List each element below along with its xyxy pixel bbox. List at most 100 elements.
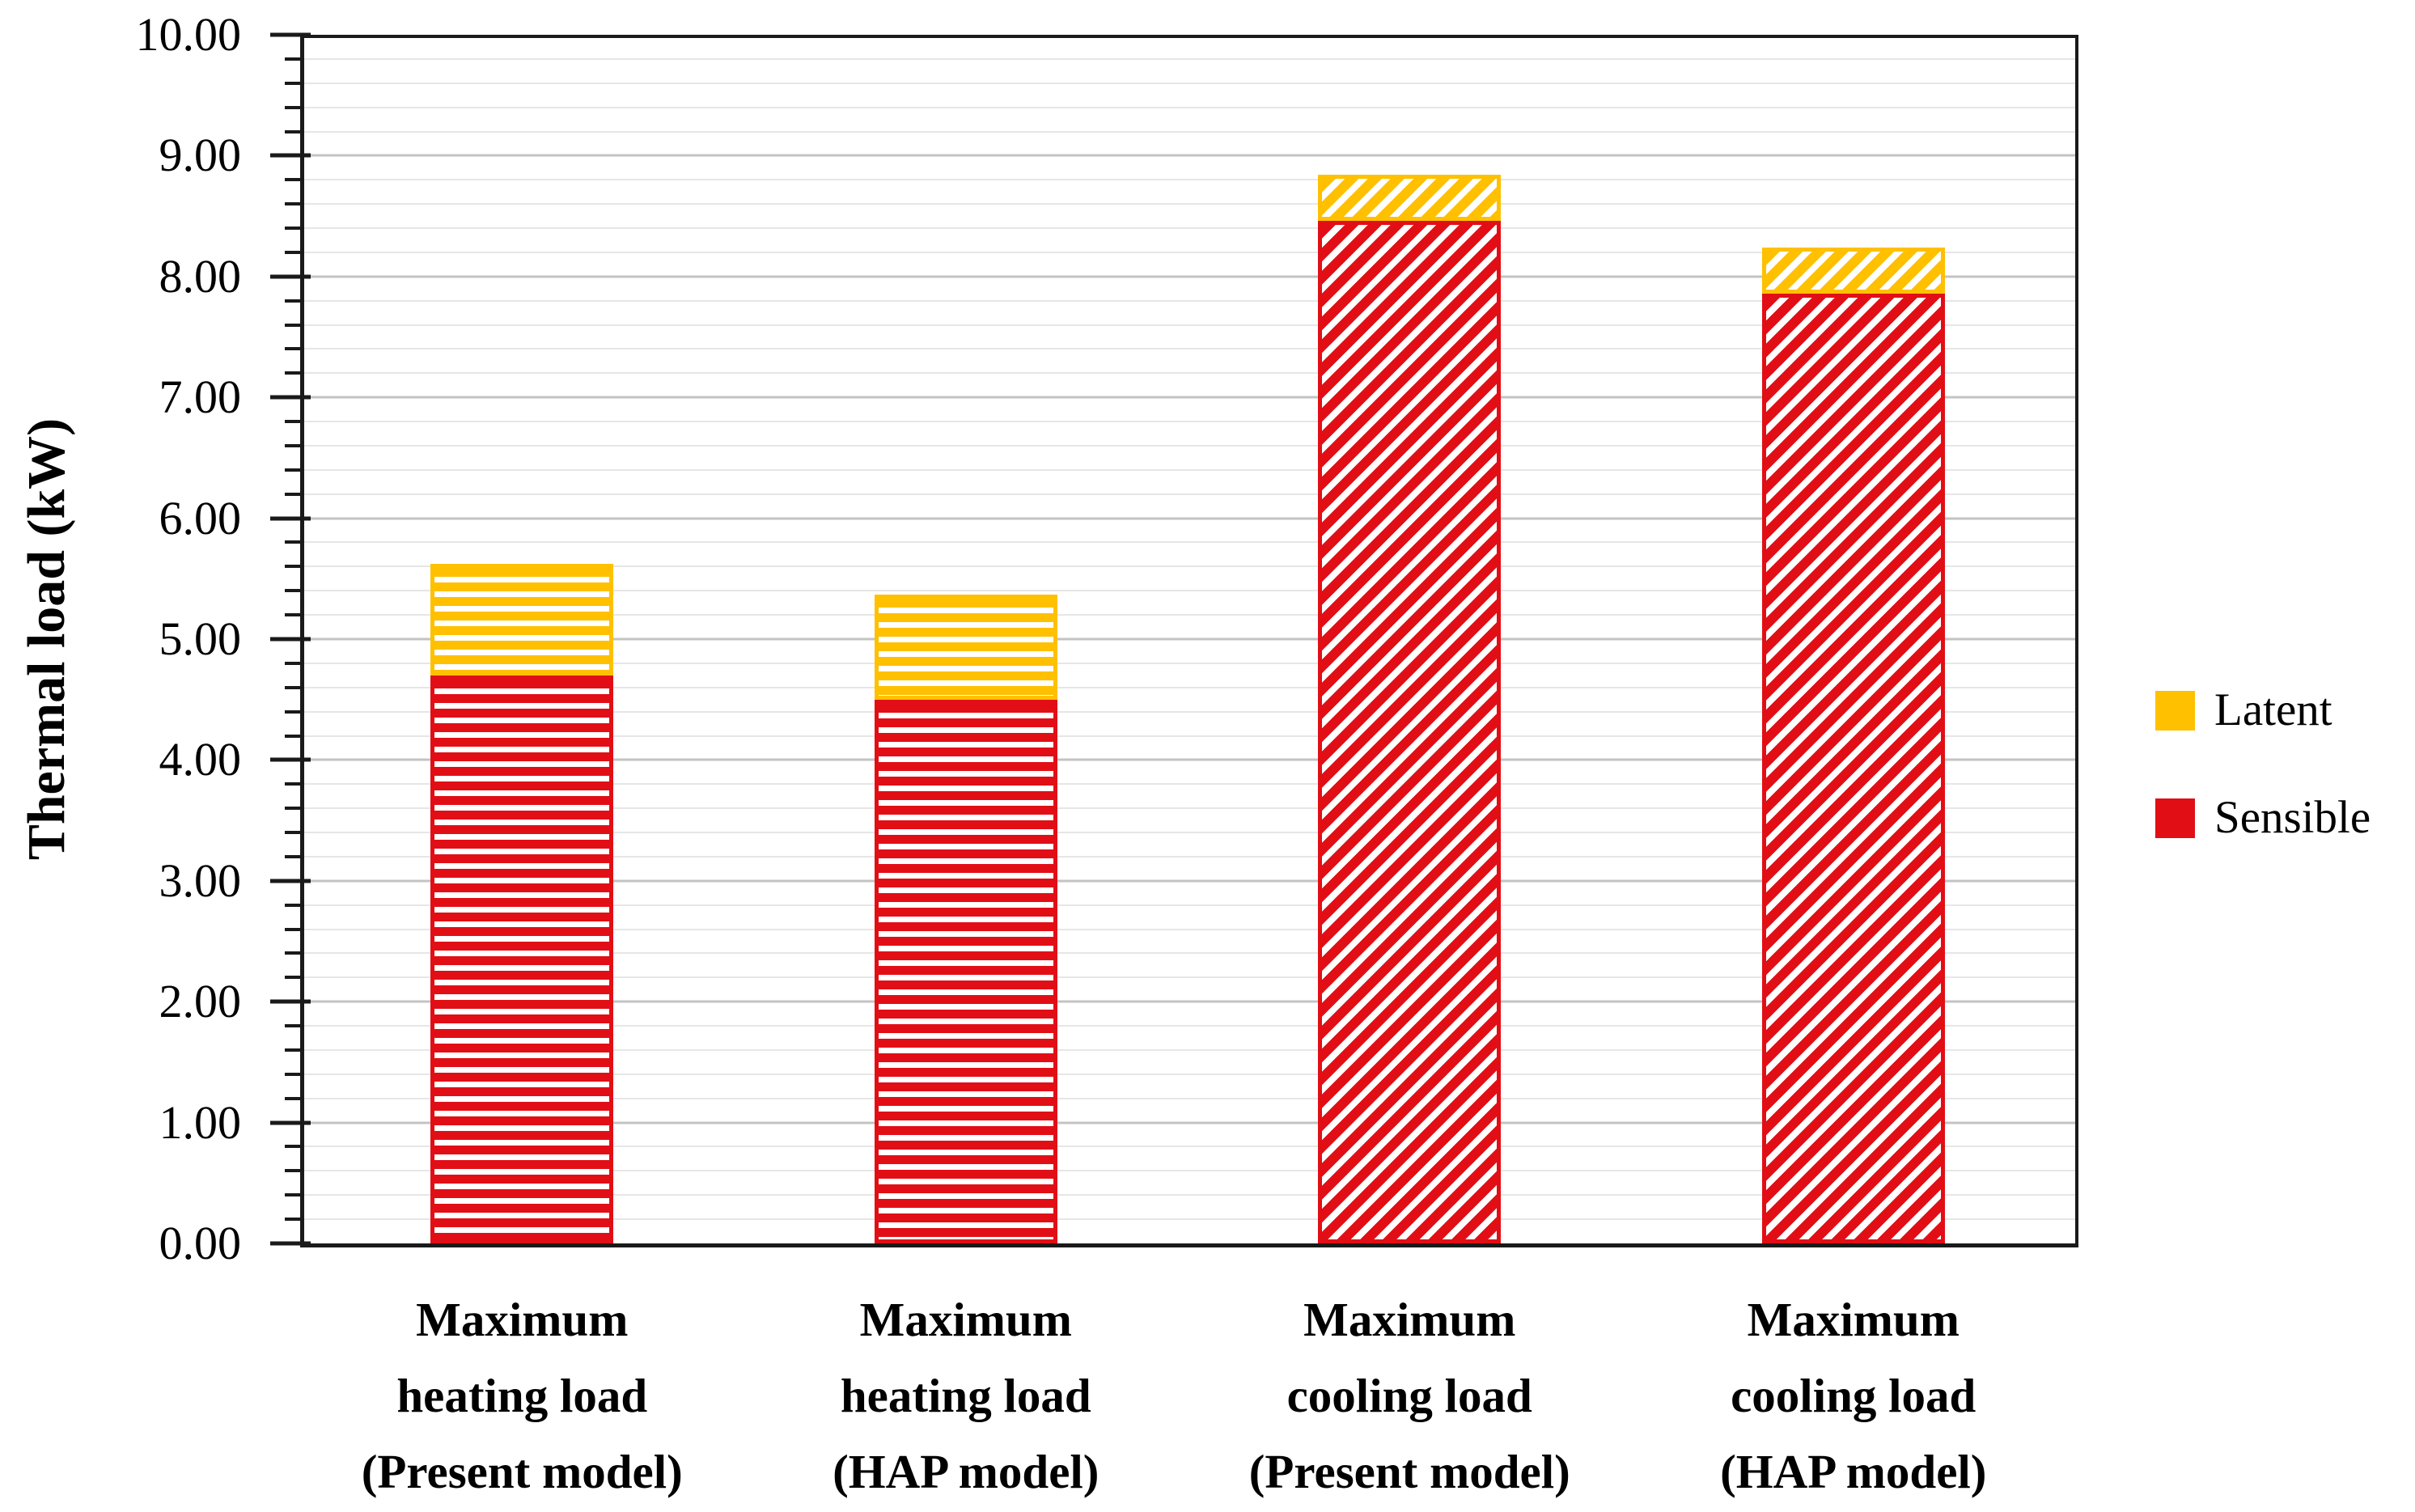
minor-gridline — [300, 348, 2075, 350]
bar-3-latent-segment — [1318, 175, 1502, 222]
y-minor-tick — [285, 1048, 302, 1052]
y-minor-tick — [285, 105, 302, 109]
minor-gridline — [300, 904, 2075, 906]
major-gridline — [300, 517, 2075, 520]
x-category-label: Maximum cooling load (HAP model) — [1720, 1293, 1987, 1498]
y-minor-tick — [285, 299, 302, 303]
minor-gridline — [300, 421, 2075, 423]
y-minor-tick — [285, 709, 302, 714]
major-gridline — [300, 275, 2075, 278]
minor-gridline — [300, 855, 2075, 858]
legend-label: Sensible — [2214, 792, 2371, 843]
y-minor-tick — [285, 250, 302, 254]
y-minor-tick — [285, 589, 302, 593]
y-minor-tick — [285, 468, 302, 472]
minor-gridline — [300, 1025, 2075, 1027]
minor-gridline — [300, 324, 2075, 326]
x-category-label: Maximum heating load (HAP model) — [833, 1293, 1099, 1498]
plot-border-top — [300, 35, 2078, 38]
minor-gridline — [300, 493, 2075, 495]
minor-gridline — [300, 179, 2075, 181]
minor-gridline — [300, 1097, 2075, 1099]
y-minor-tick — [285, 347, 302, 351]
y-minor-tick — [285, 129, 302, 133]
y-minor-tick — [285, 57, 302, 61]
minor-gridline — [300, 735, 2075, 737]
minor-gridline — [300, 251, 2075, 253]
y-tick-label: 6.00 — [159, 491, 242, 544]
y-tick-label: 3.00 — [159, 853, 242, 907]
y-minor-tick — [285, 323, 302, 327]
major-gridline — [300, 758, 2075, 761]
minor-gridline — [300, 1194, 2075, 1196]
y-tick-label: 10.00 — [135, 8, 242, 61]
major-gridline — [300, 1121, 2075, 1124]
y-major-tick — [270, 1120, 311, 1125]
x-category-label: Maximum cooling load (Present model) — [1248, 1293, 1570, 1498]
y-minor-tick — [285, 565, 302, 569]
y-minor-tick — [285, 420, 302, 424]
bar-1-latent-segment — [430, 564, 614, 676]
minor-gridline — [300, 662, 2075, 664]
y-major-tick — [270, 153, 311, 158]
y-major-tick — [270, 637, 311, 642]
x-axis-line — [300, 1243, 2078, 1247]
y-major-tick — [270, 32, 311, 37]
minor-gridline — [300, 444, 2075, 447]
major-gridline — [300, 879, 2075, 883]
minor-gridline — [300, 299, 2075, 302]
y-tick-label: 5.00 — [159, 612, 242, 665]
major-gridline — [300, 1000, 2075, 1003]
minor-gridline — [300, 203, 2075, 205]
y-minor-tick — [285, 1096, 302, 1100]
y-tick-label: 2.00 — [159, 975, 242, 1028]
y-major-tick — [270, 274, 311, 279]
y-tick-label: 4.00 — [159, 733, 242, 786]
y-major-tick — [270, 1241, 311, 1246]
bar-2-sensible-segment — [874, 699, 1057, 1243]
y-minor-tick — [285, 1024, 302, 1028]
bar-4-latent-segment — [1761, 247, 1945, 294]
minor-gridline — [300, 1170, 2075, 1172]
y-major-tick — [270, 395, 311, 400]
y-minor-tick — [285, 854, 302, 858]
minor-gridline — [300, 1146, 2075, 1148]
latent-swatch — [2155, 690, 2195, 731]
minor-gridline — [300, 541, 2075, 544]
minor-gridline — [300, 686, 2075, 688]
y-major-tick — [270, 516, 311, 521]
y-tick-label: 9.00 — [159, 129, 242, 182]
minor-gridline — [300, 227, 2075, 230]
legend-label: Latent — [2214, 684, 2332, 735]
y-tick-label: 8.00 — [159, 249, 242, 303]
minor-gridline — [300, 952, 2075, 955]
x-category-label: Maximum heating load (Present model) — [361, 1293, 683, 1498]
y-minor-tick — [285, 734, 302, 738]
y-minor-tick — [285, 1218, 302, 1222]
minor-gridline — [300, 468, 2075, 471]
y-minor-tick — [285, 1145, 302, 1149]
bar-2-latent-segment — [874, 594, 1057, 700]
minor-gridline — [300, 1218, 2075, 1221]
y-minor-tick — [285, 492, 302, 496]
minor-gridline — [300, 832, 2075, 834]
minor-gridline — [300, 106, 2075, 108]
y-minor-tick — [285, 927, 302, 931]
major-gridline — [300, 396, 2075, 399]
y-minor-tick — [285, 807, 302, 811]
y-minor-tick — [285, 685, 302, 689]
minor-gridline — [300, 82, 2075, 84]
y-minor-tick — [285, 1193, 302, 1197]
y-minor-tick — [285, 1169, 302, 1173]
minor-gridline — [300, 1048, 2075, 1051]
legend-entry-sensible: Sensible — [2155, 794, 2371, 842]
y-tick-label: 1.00 — [159, 1095, 242, 1149]
bar-1-sensible-segment — [430, 675, 614, 1243]
minor-gridline — [300, 928, 2075, 930]
minor-gridline — [300, 783, 2075, 786]
y-minor-tick — [285, 976, 302, 980]
y-minor-tick — [285, 903, 302, 907]
y-minor-tick — [285, 202, 302, 206]
y-minor-tick — [285, 443, 302, 447]
y-minor-tick — [285, 661, 302, 665]
